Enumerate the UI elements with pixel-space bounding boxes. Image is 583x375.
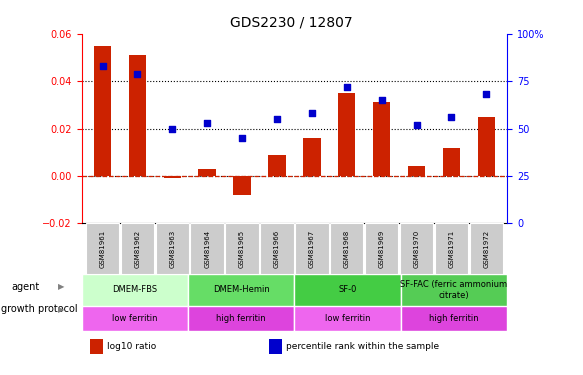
Text: SF-FAC (ferric ammonium
citrate): SF-FAC (ferric ammonium citrate) bbox=[401, 280, 508, 300]
Text: GSM81961: GSM81961 bbox=[100, 230, 106, 268]
Bar bbox=[338, 93, 356, 176]
Point bbox=[412, 122, 421, 128]
Bar bbox=[86, 224, 120, 274]
Point bbox=[237, 135, 247, 141]
Bar bbox=[188, 306, 294, 331]
Point bbox=[133, 70, 142, 76]
Bar bbox=[442, 147, 460, 176]
Text: GSM81964: GSM81964 bbox=[204, 230, 210, 267]
Bar bbox=[269, 339, 282, 354]
Bar bbox=[294, 274, 401, 306]
Text: low ferritin: low ferritin bbox=[112, 314, 157, 323]
Bar bbox=[477, 117, 495, 176]
Point bbox=[482, 92, 491, 98]
Point bbox=[202, 120, 212, 126]
Point bbox=[168, 126, 177, 132]
Bar bbox=[191, 224, 224, 274]
Bar bbox=[435, 224, 468, 274]
Text: GSM81968: GSM81968 bbox=[344, 230, 350, 268]
Text: GDS2230 / 12807: GDS2230 / 12807 bbox=[230, 15, 353, 29]
Bar bbox=[295, 224, 329, 274]
Bar bbox=[365, 224, 398, 274]
Bar bbox=[82, 306, 188, 331]
Text: GSM81967: GSM81967 bbox=[309, 230, 315, 268]
Text: ▶: ▶ bbox=[58, 282, 65, 291]
Bar bbox=[401, 306, 507, 331]
Bar bbox=[129, 55, 146, 176]
Bar bbox=[188, 274, 294, 306]
Text: GSM81969: GSM81969 bbox=[378, 230, 385, 268]
Bar bbox=[164, 176, 181, 178]
Bar bbox=[94, 46, 111, 176]
Text: GSM81962: GSM81962 bbox=[135, 230, 141, 267]
Text: agent: agent bbox=[12, 282, 40, 292]
Point bbox=[307, 110, 317, 116]
Text: growth protocol: growth protocol bbox=[1, 304, 78, 314]
Bar bbox=[233, 176, 251, 195]
Bar bbox=[373, 102, 391, 176]
Bar bbox=[82, 274, 188, 306]
Text: percentile rank within the sample: percentile rank within the sample bbox=[286, 342, 439, 351]
Text: log10 ratio: log10 ratio bbox=[107, 342, 156, 351]
Text: GSM81971: GSM81971 bbox=[448, 230, 454, 268]
Bar bbox=[156, 224, 189, 274]
Bar bbox=[400, 224, 433, 274]
Bar bbox=[303, 138, 321, 176]
Point bbox=[377, 97, 387, 103]
Text: low ferritin: low ferritin bbox=[325, 314, 370, 323]
Text: GSM81963: GSM81963 bbox=[169, 230, 175, 268]
Point bbox=[272, 116, 282, 122]
Bar bbox=[90, 339, 103, 354]
Bar bbox=[401, 274, 507, 306]
Text: high ferritin: high ferritin bbox=[429, 314, 479, 323]
Text: high ferritin: high ferritin bbox=[216, 314, 266, 323]
Text: DMEM-FBS: DMEM-FBS bbox=[113, 285, 157, 294]
Point bbox=[98, 63, 107, 69]
Bar bbox=[294, 306, 401, 331]
Text: GSM81966: GSM81966 bbox=[274, 230, 280, 268]
Text: GSM81965: GSM81965 bbox=[239, 230, 245, 267]
Bar bbox=[408, 166, 425, 176]
Point bbox=[447, 114, 456, 120]
Bar bbox=[260, 224, 294, 274]
Bar bbox=[198, 169, 216, 176]
Bar bbox=[121, 224, 154, 274]
Text: ▶: ▶ bbox=[58, 305, 65, 314]
Bar bbox=[226, 224, 259, 274]
Bar bbox=[330, 224, 363, 274]
Text: GSM81972: GSM81972 bbox=[483, 230, 489, 267]
Bar bbox=[268, 154, 286, 176]
Text: DMEM-Hemin: DMEM-Hemin bbox=[213, 285, 269, 294]
Point bbox=[342, 84, 352, 90]
Bar bbox=[469, 224, 503, 274]
Text: SF-0: SF-0 bbox=[338, 285, 357, 294]
Text: GSM81970: GSM81970 bbox=[413, 230, 420, 268]
